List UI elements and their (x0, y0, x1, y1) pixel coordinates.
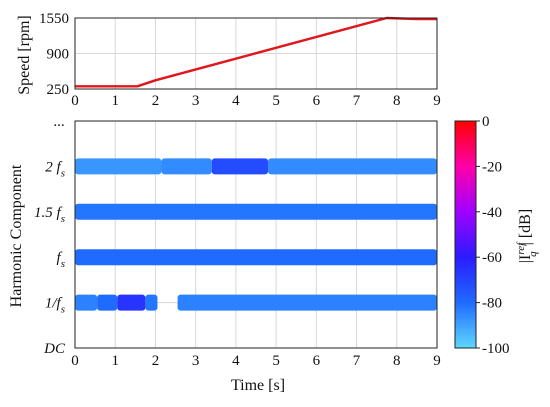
colorbar-gradient (455, 121, 476, 348)
harmonic-x-tick-label: 7 (353, 353, 361, 369)
speed-series-line (75, 16, 437, 88)
speed-y-tick-label: 1550 (39, 11, 69, 27)
harmonic-band-segment (268, 158, 437, 175)
harmonic-x-ticks: 0 1 2 3 4 5 6 7 8 9 (71, 353, 441, 369)
speed-x-tick-label: 6 (313, 93, 321, 109)
harmonic-band-segment (117, 294, 146, 311)
harmonic-band-segment (75, 203, 437, 220)
speed-y-tick-label: 250 (47, 82, 70, 98)
speed-y-ticks: 250 900 1550 (39, 11, 69, 98)
harmonic-frame (74, 120, 438, 349)
harmonic-band-segment (161, 158, 212, 175)
colorbar-tick-label: -100 (482, 341, 510, 357)
speed-x-tick-label: 7 (353, 93, 361, 109)
speed-ylabel: Speed [rpm] (16, 15, 33, 95)
harmonic-band-segment (211, 158, 269, 175)
speed-x-tick-label: 4 (232, 93, 240, 109)
speed-x-tick-label: 2 (152, 93, 160, 109)
speed-x-tick-label: 0 (71, 93, 79, 109)
speed-panel: 0 1 2 3 4 5 6 7 8 9 250 900 1550 Speed [rpm] (16, 11, 441, 109)
harmonic-bands (75, 158, 438, 311)
harmonic-y-ticks: DC 1/fs fs 1.5 fs 2 fs... (34, 114, 66, 357)
harmonic-band-segment (97, 294, 118, 311)
colorbar: 0 -20 -40 -60 -80 -100 |Irefq| [dB] (454, 114, 539, 357)
colorbar-tick-label: -40 (482, 205, 502, 221)
harmonic-ylabel: Harmonic Component (8, 164, 25, 307)
colorbar-ticks: 0 -20 -40 -60 -80 -100 (476, 114, 510, 357)
colorbar-label: |Irefq| [dB] (515, 209, 539, 263)
speed-x-tick-label: 5 (272, 93, 280, 109)
harmonic-y-tick-label: ... (54, 114, 65, 130)
speed-x-tick-label: 3 (192, 93, 200, 109)
speed-x-tick-label: 8 (393, 93, 401, 109)
harmonic-y-tick-label: 1.5 fs (34, 205, 65, 225)
speed-frame (74, 17, 438, 90)
harmonic-x-tick-label: 8 (393, 353, 401, 369)
harmonic-x-tick-label: 1 (111, 353, 119, 369)
speed-x-ticks: 0 1 2 3 4 5 6 7 8 9 (71, 93, 441, 109)
harmonic-x-tick-label: 2 (152, 353, 160, 369)
harmonic-grid (74, 120, 438, 349)
speed-line-group (75, 16, 437, 88)
harmonic-x-tick-label: 9 (433, 353, 441, 369)
speed-x-tick-label: 1 (111, 93, 119, 109)
speed-x-tick-label: 9 (433, 93, 441, 109)
harmonic-x-tick-label: 3 (192, 353, 200, 369)
speed-y-tick-label: 900 (47, 47, 70, 63)
harmonic-y-tick-label: fs (57, 250, 65, 270)
colorbar-tick-label: -20 (482, 159, 502, 175)
harmonic-band-segment (75, 294, 98, 311)
harmonic-band-segment (75, 158, 162, 175)
harmonic-y-tick-label: DC (43, 341, 66, 357)
colorbar-tick-label: -60 (482, 250, 502, 266)
harmonic-x-tick-label: 6 (313, 353, 321, 369)
harmonic-y-tick-label: 2 fs (45, 159, 65, 179)
colorbar-tick-label: 0 (482, 114, 490, 130)
harmonic-y-tick-label: 1/fs (45, 296, 65, 316)
harmonic-xlabel: Time [s] (231, 377, 285, 394)
harmonic-band-segment (145, 294, 158, 311)
harmonic-band-segment (177, 294, 438, 311)
harmonic-band-segment (75, 249, 437, 266)
harmonic-x-tick-label: 0 (71, 353, 79, 369)
colorbar-tick-label: -80 (482, 296, 502, 312)
harmonic-panel: 0 1 2 3 4 5 6 7 8 9 DC 1/fs fs 1.5 fs 2 fs... Harmoni… (8, 114, 441, 394)
harmonic-x-tick-label: 5 (272, 353, 280, 369)
colorbar-frame (454, 120, 477, 349)
harmonic-x-tick-label: 4 (232, 353, 240, 369)
